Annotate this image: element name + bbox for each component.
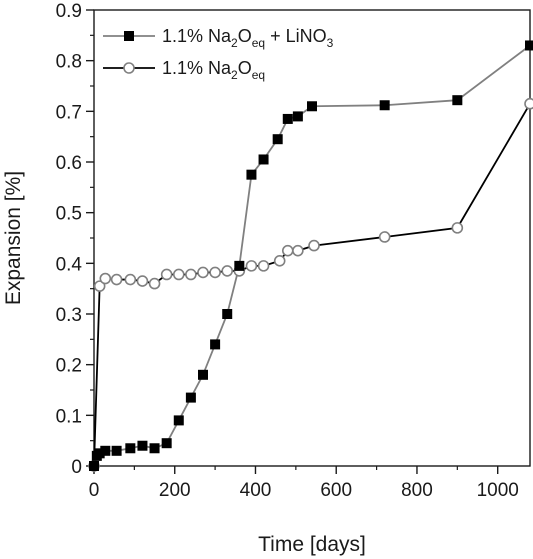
series-layer <box>88 40 533 472</box>
data-point-series-2 <box>99 272 112 285</box>
legend-marker-series-1 <box>124 31 134 41</box>
data-point-series-1 <box>111 445 122 456</box>
data-point-series-1 <box>125 443 136 454</box>
data-point-series-1 <box>149 443 160 454</box>
y-tick-label: 0.2 <box>56 356 82 377</box>
data-point-series-2 <box>221 265 234 277</box>
legend: 1.1% Na2Oeq + LiNO3 1.1% Na2Oeq <box>103 26 334 82</box>
data-point-series-2 <box>257 260 270 272</box>
data-point-series-2 <box>124 273 137 286</box>
y-axis-title: Expansion [%] <box>2 171 25 305</box>
legend-label-series-2: 1.1% Na2Oeq <box>162 58 265 82</box>
plot-frame <box>93 9 531 467</box>
x-tick-label: 800 <box>401 480 433 501</box>
data-point-series-1 <box>89 461 99 471</box>
x-tick-label: 200 <box>159 480 191 501</box>
data-point-series-1 <box>185 392 196 403</box>
data-point-series-2 <box>136 275 149 287</box>
data-point-series-1 <box>234 260 245 271</box>
data-point-series-2 <box>524 97 533 110</box>
y-tick-label: 0.8 <box>56 52 82 73</box>
x-axis-title: Time [days] <box>258 533 366 556</box>
data-point-series-2 <box>209 266 221 279</box>
y-tick-label: 0.1 <box>56 406 82 427</box>
x-tick-label: 400 <box>240 480 272 501</box>
y-tick-label: 0.5 <box>56 204 82 225</box>
data-point-series-1 <box>246 169 257 180</box>
y-tick-label: 0.9 <box>56 1 82 22</box>
data-point-series-2 <box>245 260 258 272</box>
x-tick-label: 600 <box>320 480 352 501</box>
y-tick-label: 0.3 <box>56 305 82 326</box>
data-point-series-1 <box>307 101 317 112</box>
data-point-series-1 <box>258 154 269 165</box>
data-point-series-2 <box>172 268 185 281</box>
y-tick-label: 0.6 <box>56 153 82 174</box>
data-point-series-2 <box>292 244 304 257</box>
legend-label-series-1: 1.1% Na2Oeq + LiNO3 <box>162 26 334 50</box>
data-point-series-1 <box>222 309 233 319</box>
data-point-series-1 <box>173 415 184 426</box>
y-tick-label: 0 <box>71 457 82 478</box>
data-point-series-2 <box>451 222 464 234</box>
data-point-series-1 <box>161 438 172 449</box>
data-point-series-1 <box>210 339 221 350</box>
data-point-series-1 <box>452 95 463 106</box>
data-point-series-2 <box>273 254 286 267</box>
y-tick-label: 0.7 <box>56 102 82 123</box>
axis-ticks: 0 0.1 0.2 0.3 0.4 0.5 0.6 0.7 0.8 0.9 0 200 400 600 80… <box>56 1 519 501</box>
data-point-series-1 <box>272 134 283 145</box>
data-point-series-1 <box>379 100 390 111</box>
data-point-series-2 <box>378 231 391 243</box>
data-point-series-1 <box>198 369 208 380</box>
data-point-series-2 <box>93 280 106 292</box>
data-point-series-1 <box>525 40 533 51</box>
data-point-series-1 <box>282 113 293 124</box>
y-tick-label: 0.4 <box>56 254 83 275</box>
data-point-series-2 <box>308 239 320 252</box>
data-point-series-1 <box>94 448 105 459</box>
data-point-series-2 <box>197 266 209 279</box>
data-point-series-2 <box>281 244 294 257</box>
data-point-series-1 <box>100 445 111 456</box>
data-point-series-1 <box>292 111 303 122</box>
data-point-series-2 <box>185 268 197 281</box>
x-tick-label: 0 <box>89 480 100 501</box>
data-point-series-1 <box>137 440 148 451</box>
x-tick-label: 1000 <box>477 480 519 501</box>
data-point-series-2 <box>110 273 123 286</box>
data-point-series-2 <box>148 277 161 290</box>
legend-marker-series-2 <box>123 62 135 74</box>
data-point-series-2 <box>160 268 173 281</box>
